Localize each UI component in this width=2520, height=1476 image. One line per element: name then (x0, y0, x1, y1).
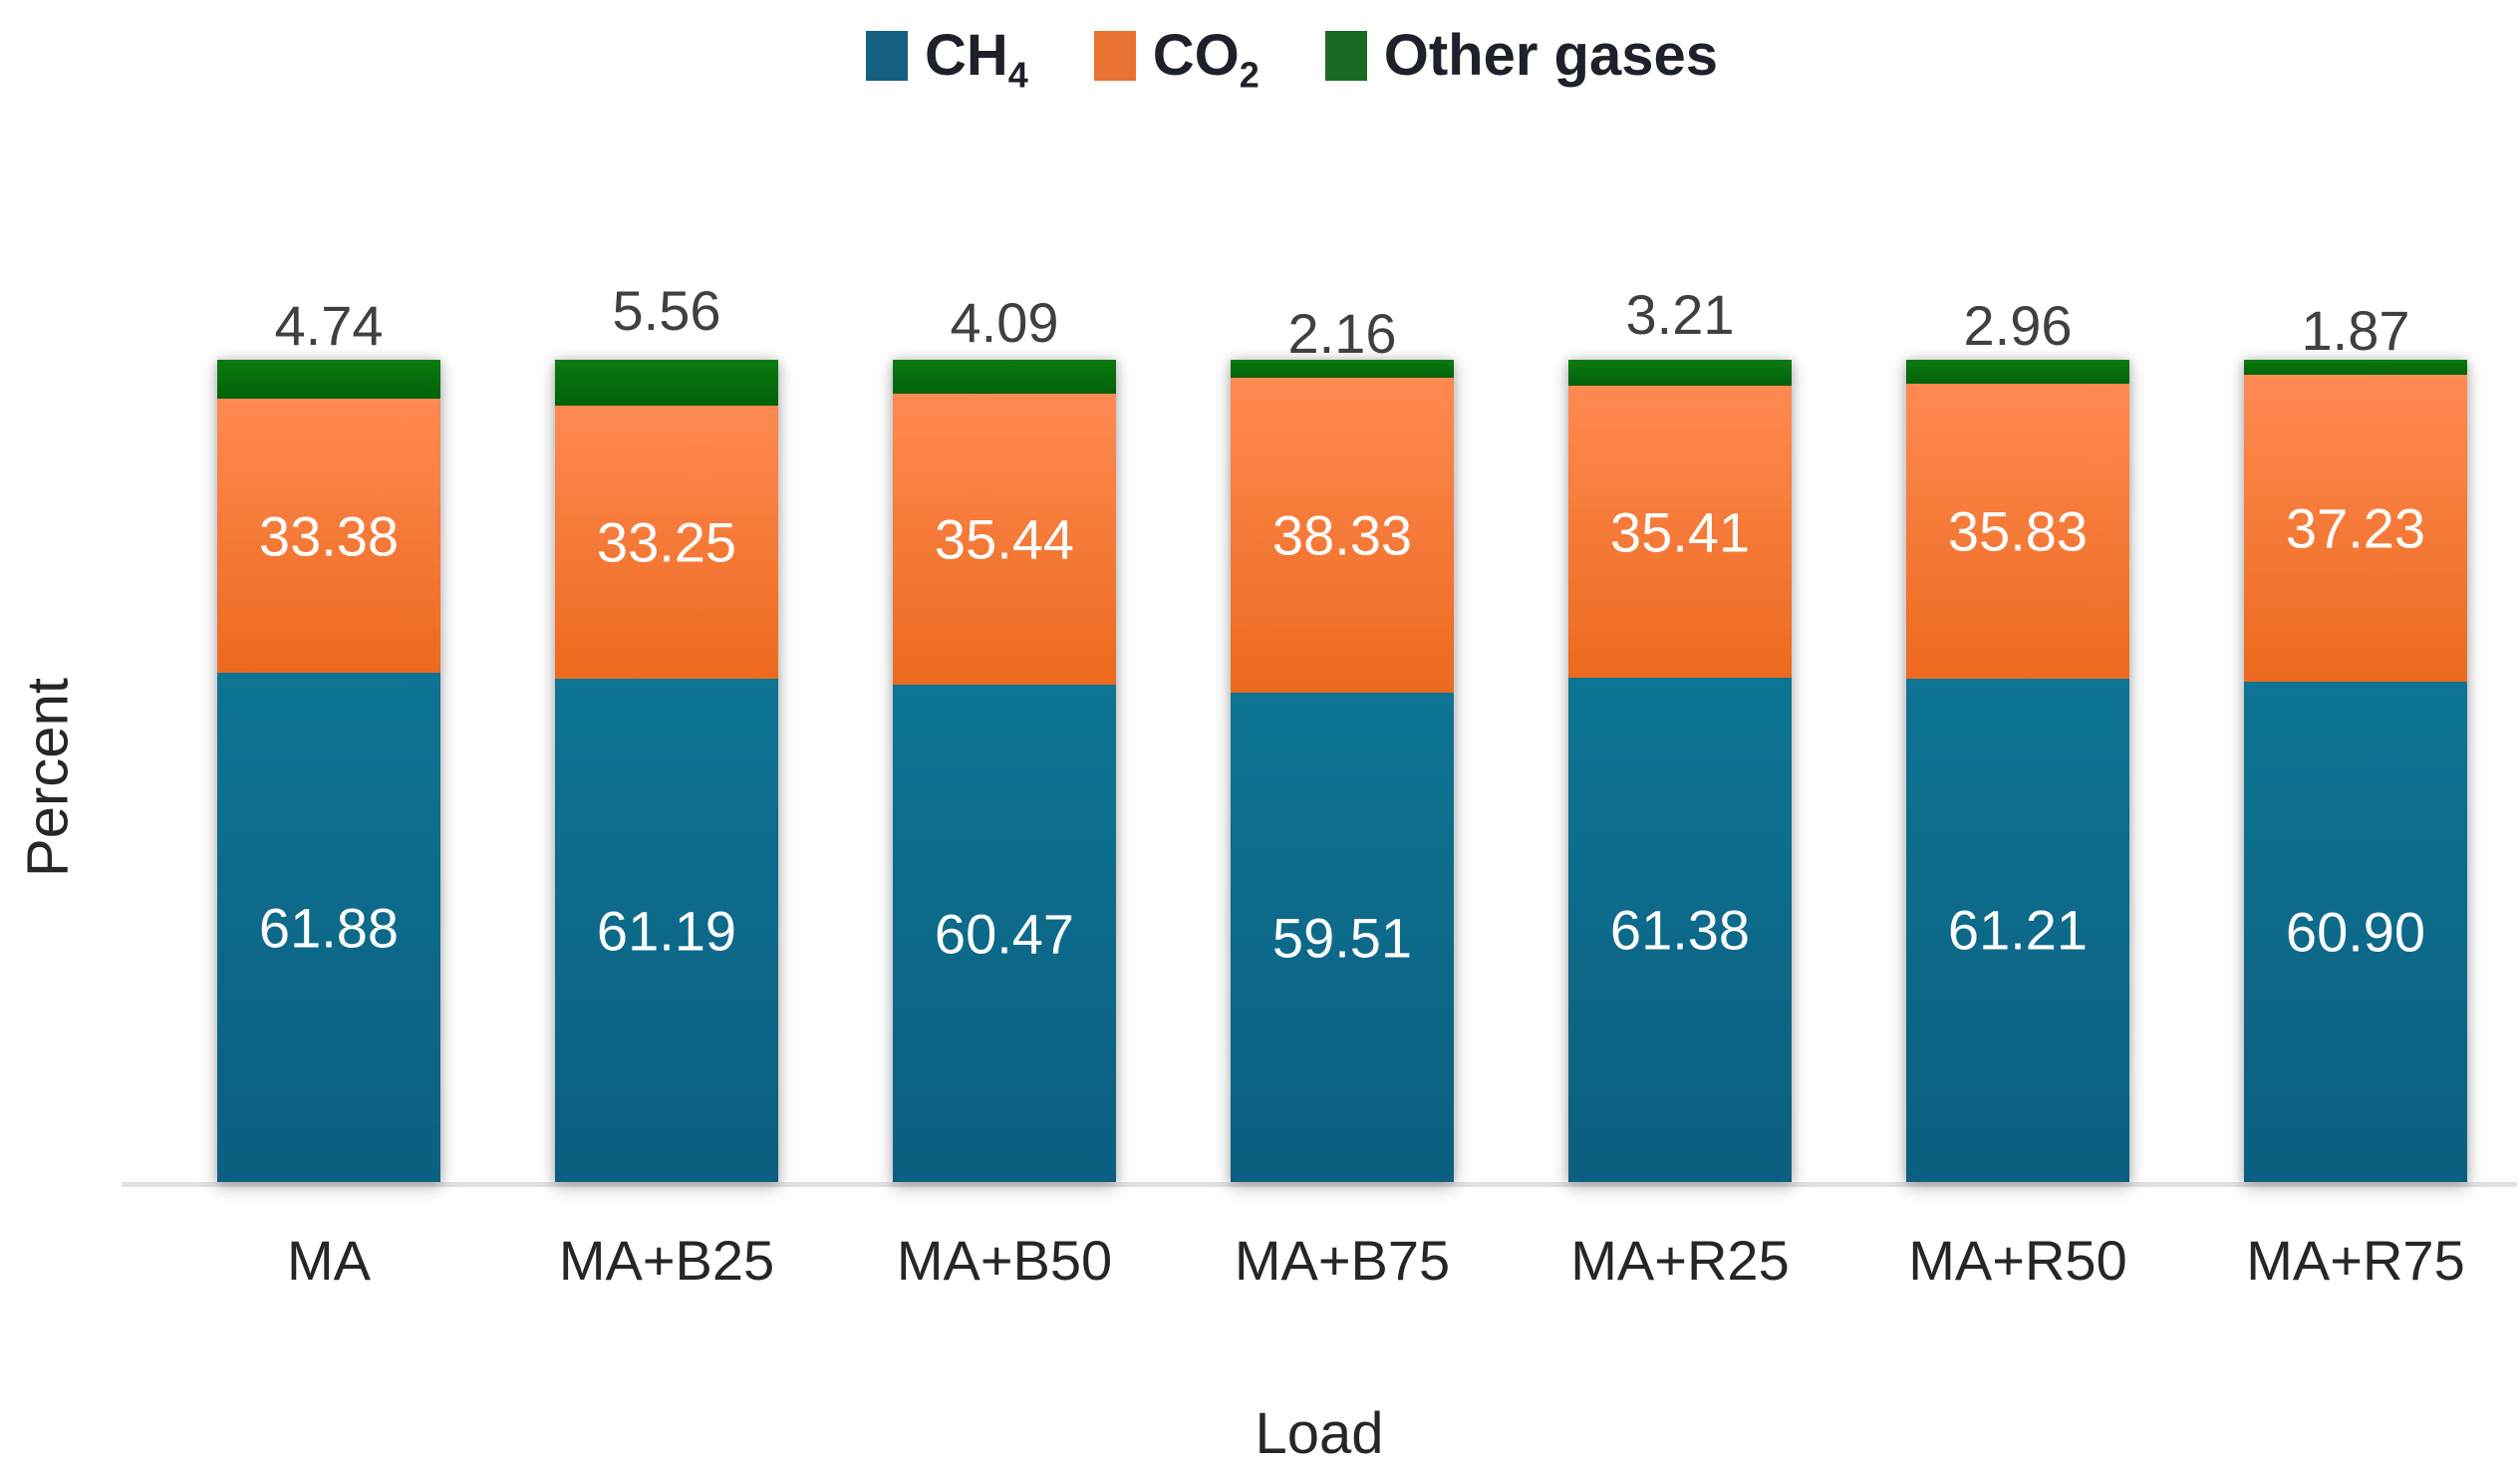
category-label-ma+r75: MA+R75 (2246, 1229, 2465, 1292)
bar-segment-co2: 35.44 (893, 393, 1116, 686)
data-label-other-gases: 3.21 (1625, 283, 1735, 346)
bar-segment-other-gases (1568, 360, 1792, 387)
bar-segment-co2: 35.83 (1906, 384, 2129, 679)
bar-ma+b25: 33.25 61.19 (555, 360, 778, 1182)
bar-segment-ch4: 61.38 (1568, 677, 1792, 1182)
legend-swatch-co2 (1093, 30, 1136, 81)
data-label-other-gases: 1.87 (2301, 299, 2410, 362)
data-label-ch4: 61.21 (1947, 898, 2089, 962)
data-label-ch4: 59.51 (1271, 906, 1413, 969)
bar-ma+r25: 35.41 61.38 (1568, 360, 1792, 1182)
x-axis-title: Load (1255, 1401, 1384, 1466)
data-label-ch4: 61.88 (258, 896, 400, 960)
x-axis-line (122, 1182, 2517, 1187)
bar-segment-other-gases (2244, 360, 2467, 376)
data-label-co2: 35.41 (1609, 500, 1751, 564)
bar-segment-co2: 33.38 (217, 399, 440, 674)
bar-segment-other-gases (893, 360, 1116, 394)
bar-segment-ch4: 61.19 (555, 679, 778, 1182)
bar-segment-ch4: 60.90 (2244, 681, 2467, 1182)
bar-segment-ch4: 61.21 (1906, 679, 2129, 1182)
data-label-other-gases: 4.09 (950, 291, 1059, 354)
bar-segment-co2: 33.25 (555, 405, 778, 680)
legend-item-ch4: CH4 (865, 22, 1028, 96)
category-label-ma+b75: MA+B75 (1234, 1229, 1451, 1292)
data-label-co2: 38.33 (1271, 503, 1413, 567)
data-label-ch4: 60.47 (934, 902, 1075, 966)
bar-segment-ch4: 59.51 (1231, 693, 1454, 1182)
category-label-ma: MA (287, 1229, 371, 1292)
data-label-co2: 35.44 (934, 507, 1075, 571)
data-label-other-gases: 2.96 (1963, 294, 2073, 357)
data-label-co2: 33.38 (258, 504, 400, 568)
data-label-co2: 37.23 (2285, 496, 2426, 560)
data-label-co2: 33.25 (596, 510, 737, 574)
legend-label-ch4: CH4 (924, 23, 1028, 96)
legend-item-other-gases: Other gases (1324, 22, 1719, 89)
legend-item-co2: CO2 (1093, 22, 1260, 96)
bar-segment-other-gases (1906, 360, 2129, 385)
data-label-ch4: 61.38 (1609, 898, 1751, 962)
bar-segment-co2: 37.23 (2244, 375, 2467, 682)
bar-ma+r50: 35.83 61.21 (1906, 360, 2129, 1182)
bar-segment-co2: 35.41 (1568, 386, 1792, 678)
legend-label-co2: CO2 (1152, 23, 1260, 96)
legend: CH4 CO2 Other gases (0, 22, 2520, 96)
bar-segment-co2: 38.33 (1231, 377, 1454, 694)
bar-segment-other-gases (217, 360, 440, 400)
data-label-other-gases: 5.56 (612, 279, 721, 342)
data-label-ch4: 61.19 (596, 899, 737, 963)
legend-label-other-gases: Other gases (1383, 23, 1719, 88)
bar-ma: 33.38 61.88 (217, 360, 440, 1182)
bar-ma+b50: 35.44 60.47 (893, 360, 1116, 1182)
data-label-other-gases: 4.74 (274, 294, 384, 357)
bar-segment-other-gases (555, 360, 778, 406)
category-label-ma+b50: MA+B50 (896, 1229, 1113, 1292)
data-label-other-gases: 2.16 (1287, 302, 1397, 365)
bar-segment-ch4: 61.88 (217, 673, 440, 1182)
legend-swatch-ch4 (865, 30, 908, 81)
bar-ma+r75: 37.23 60.90 (2244, 360, 2467, 1182)
data-label-ch4: 60.90 (2285, 900, 2426, 964)
bar-segment-ch4: 60.47 (893, 685, 1116, 1182)
category-label-ma+r25: MA+R25 (1570, 1229, 1790, 1292)
legend-swatch-other-gases (1324, 30, 1367, 81)
category-label-ma+b25: MA+B25 (558, 1229, 775, 1292)
category-label-ma+r50: MA+R50 (1908, 1229, 2127, 1292)
y-axis-title: Percent (15, 678, 81, 877)
data-label-co2: 35.83 (1947, 499, 2089, 563)
bar-segment-other-gases (1231, 360, 1454, 378)
bar-ma+b75: 38.33 59.51 (1231, 360, 1454, 1182)
